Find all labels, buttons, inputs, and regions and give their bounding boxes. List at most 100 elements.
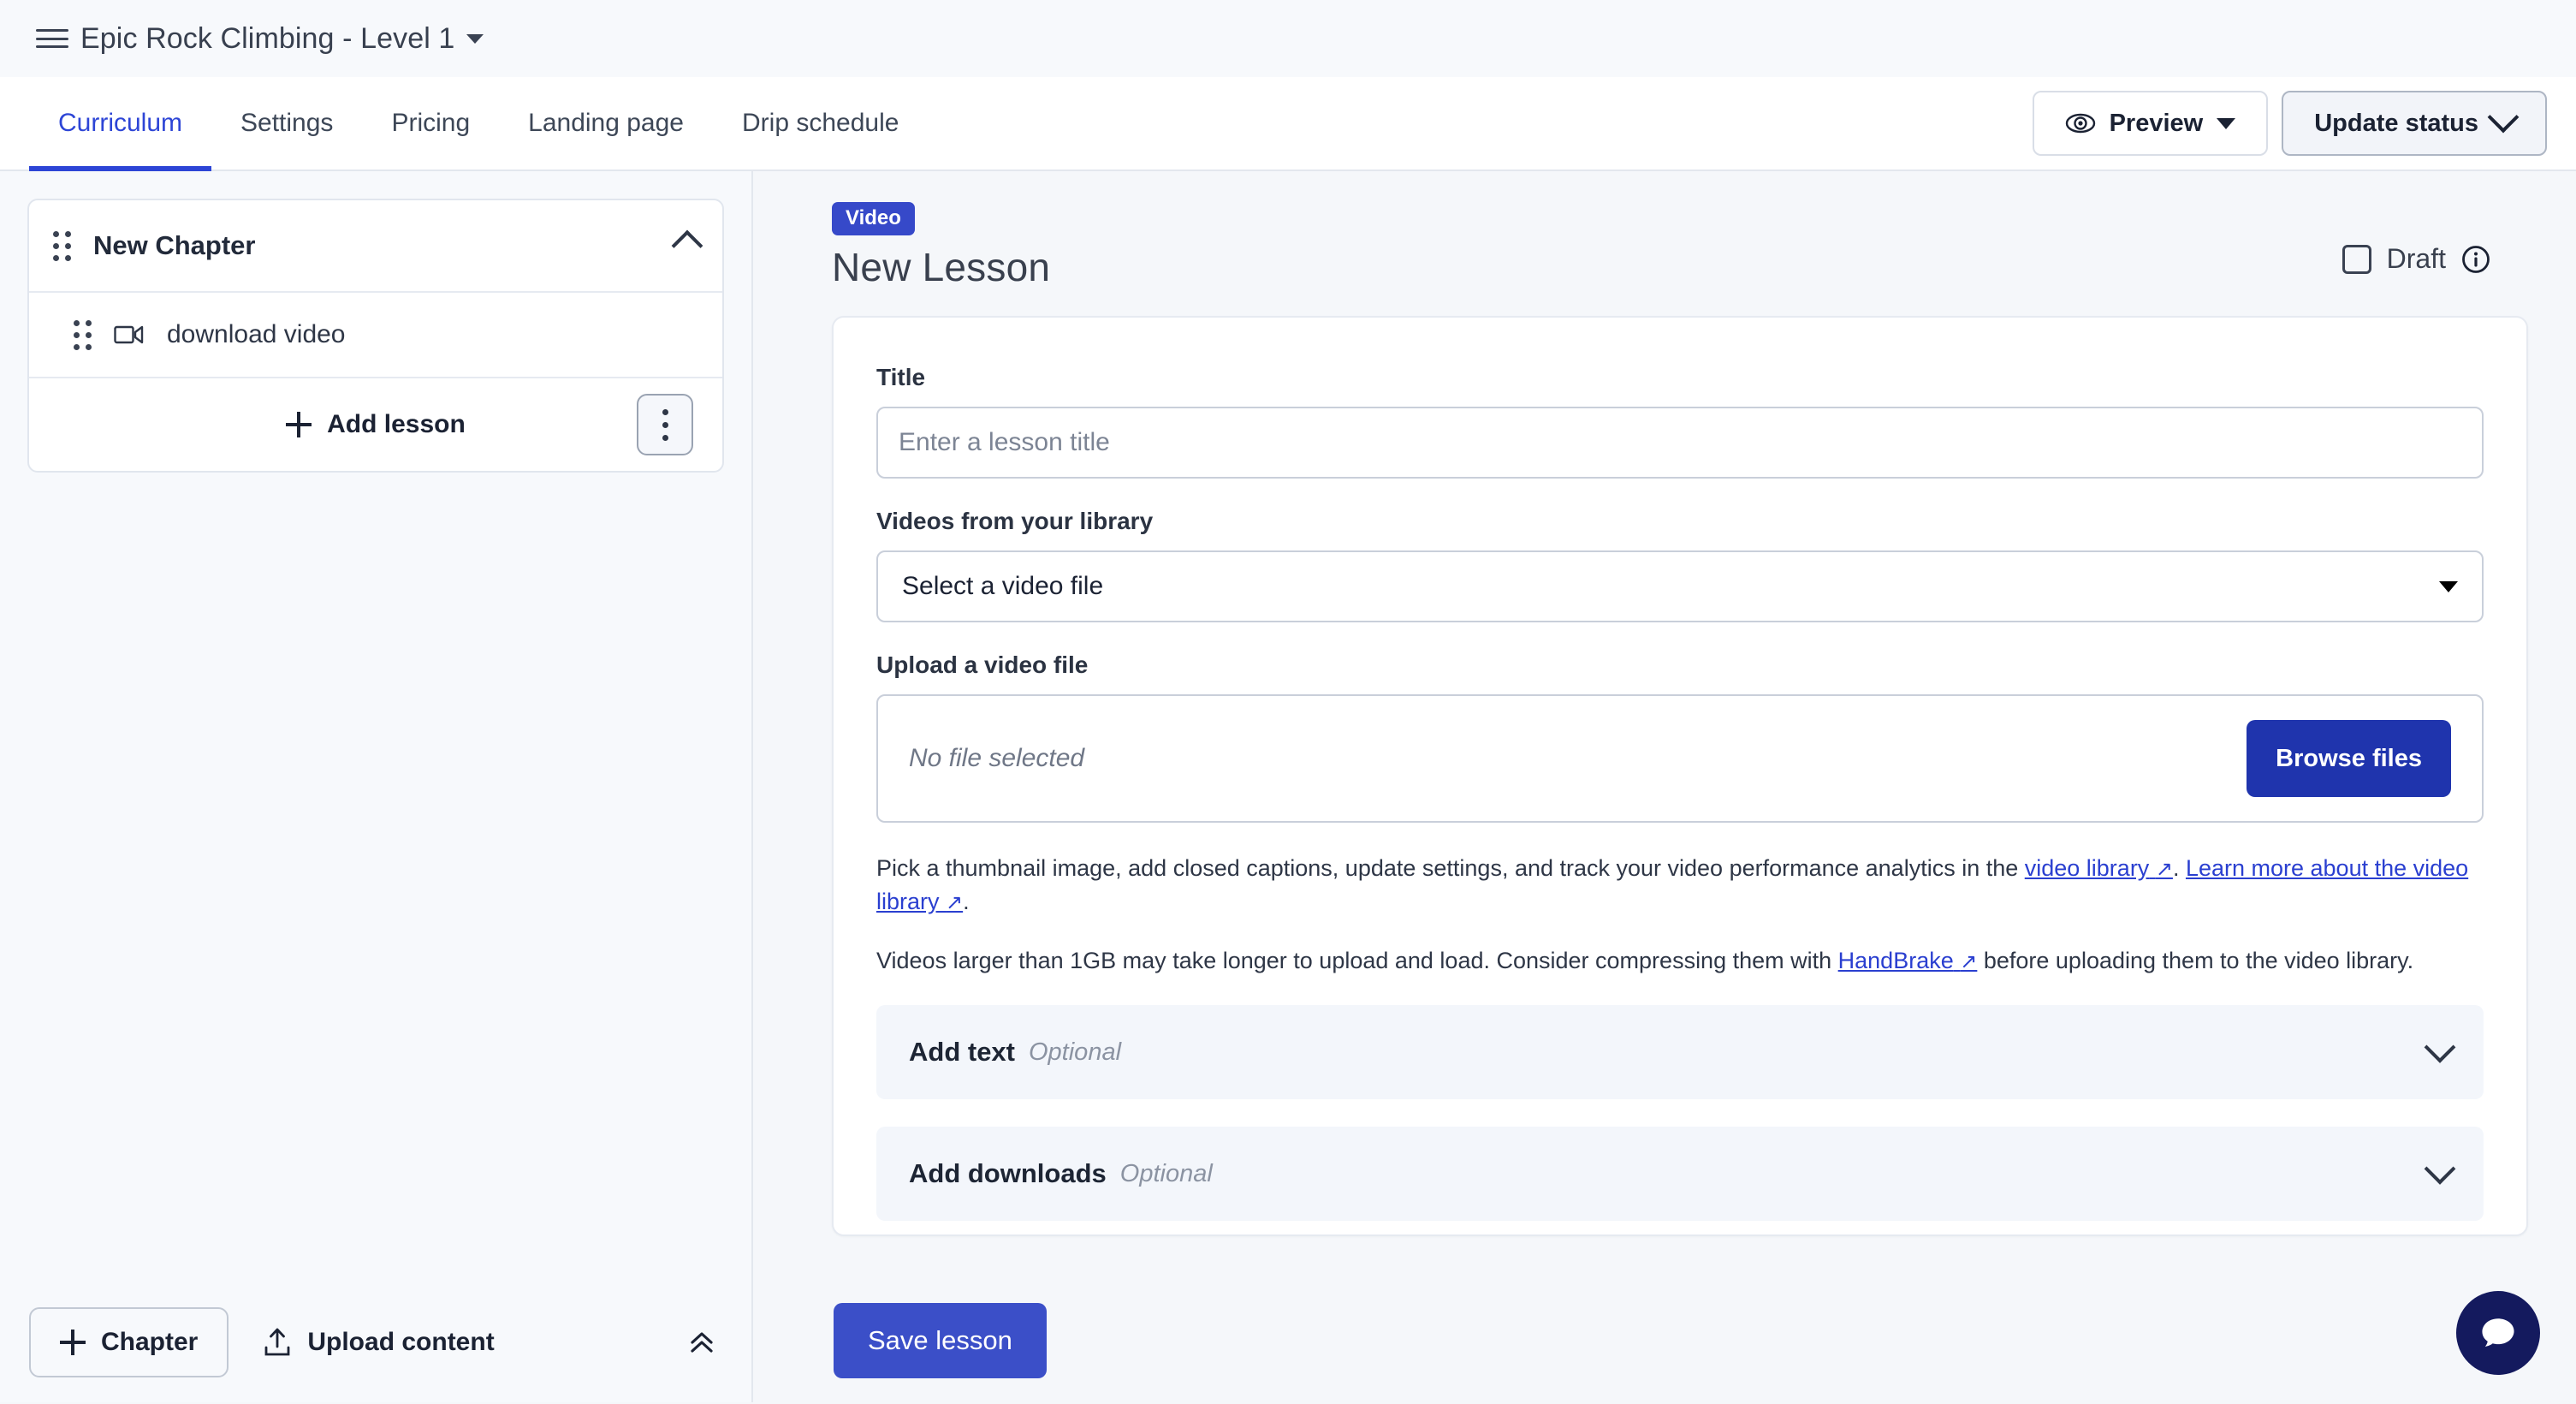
add-chapter-button[interactable]: Chapter	[29, 1307, 229, 1377]
course-title: Epic Rock Climbing - Level 1	[80, 21, 455, 55]
learn-more-link-label: Learn more about the video library	[876, 855, 2469, 915]
helper-text-1a: Pick a thumbnail image, add closed capti…	[876, 855, 2025, 881]
update-status-button[interactable]: Update status	[2282, 91, 2547, 156]
draft-label: Draft	[2386, 243, 2446, 274]
chat-bubble-icon	[2482, 1318, 2514, 1347]
chapter-title: New Chapter	[93, 230, 256, 260]
tab-settings[interactable]: Settings	[211, 77, 362, 170]
helper-text-compression: Videos larger than 1GB may take longer t…	[876, 944, 2484, 978]
lesson-form-card: Title Videos from your library Select a …	[832, 316, 2528, 1236]
more-vertical-icon[interactable]	[637, 394, 693, 455]
chapter-card: New Chapter download video	[27, 199, 724, 473]
accordion-add-downloads[interactable]: Add downloads Optional	[876, 1127, 2484, 1222]
upload-content-button[interactable]: Upload content	[263, 1327, 495, 1358]
chevron-down-icon	[2424, 1153, 2456, 1186]
tab-pricing[interactable]: Pricing	[362, 77, 499, 170]
external-link-icon: ↗	[1960, 950, 1978, 974]
helper-text-1c: .	[963, 889, 970, 915]
curriculum-sidebar: New Chapter download video	[0, 171, 753, 1402]
no-file-text: No file selected	[909, 744, 1085, 772]
handbrake-link[interactable]: HandBrake ↗	[1838, 948, 1978, 973]
bottom-action-bar: Save lesson	[755, 1277, 2576, 1404]
upload-icon	[264, 1328, 290, 1356]
hamburger-icon[interactable]	[36, 26, 68, 51]
upload-content-label: Upload content	[307, 1328, 495, 1356]
helper-text-2b: before uploading them to the video libra…	[1977, 948, 2414, 974]
accordion-optional-label: Optional	[1119, 1159, 1213, 1187]
accordion-add-text[interactable]: Add text Optional	[876, 1005, 2484, 1100]
tab-list: Curriculum Settings Pricing Landing page…	[0, 77, 928, 171]
preview-label: Preview	[2109, 109, 2204, 137]
video-library-link[interactable]: video library ↗	[2025, 855, 2173, 881]
video-library-label: Videos from your library	[876, 508, 1154, 534]
helper-text-video-library: Pick a thumbnail image, add closed capti…	[876, 852, 2484, 919]
tab-label: Pricing	[391, 109, 471, 137]
save-lesson-button[interactable]: Save lesson	[834, 1303, 1047, 1378]
info-circle-icon[interactable]	[2461, 245, 2490, 274]
lesson-header: Video New Lesson Draft	[832, 202, 2528, 290]
caret-down-icon	[2439, 580, 2458, 592]
chevrons-up-icon[interactable]	[681, 1322, 722, 1363]
chevron-down-icon	[2424, 1032, 2456, 1064]
chat-widget-button[interactable]	[2456, 1291, 2540, 1375]
drag-handle-icon[interactable]	[53, 230, 71, 261]
add-chapter-label: Chapter	[101, 1328, 199, 1356]
tab-curriculum[interactable]: Curriculum	[29, 77, 212, 171]
tab-label: Drip schedule	[742, 109, 899, 137]
lesson-title: download video	[167, 320, 346, 348]
accordion-title: Add text	[909, 1037, 1015, 1068]
caret-down-icon	[466, 33, 484, 44]
plus-icon	[286, 412, 312, 437]
video-library-link-label: video library	[2024, 855, 2150, 881]
tab-label: Settings	[240, 109, 334, 137]
add-lesson-label: Add lesson	[327, 410, 466, 438]
update-status-label: Update status	[2314, 109, 2478, 137]
lesson-header-left: Video New Lesson	[832, 202, 2342, 290]
eye-icon	[2065, 113, 2095, 134]
course-title-dropdown[interactable]: Epic Rock Climbing - Level 1	[80, 22, 484, 56]
draft-checkbox[interactable]	[2342, 244, 2371, 274]
drag-handle-icon[interactable]	[74, 319, 92, 350]
chevron-up-icon[interactable]	[671, 229, 703, 262]
chapter-list: New Chapter download video	[0, 171, 751, 1282]
accordion-optional-label: Optional	[1029, 1038, 1122, 1066]
chapter-header[interactable]: New Chapter	[29, 200, 722, 291]
browse-files-button[interactable]: Browse files	[2247, 720, 2451, 797]
accordion-title: Add downloads	[909, 1158, 1107, 1189]
preview-button[interactable]: Preview	[2032, 91, 2269, 156]
helper-text-1b: .	[2172, 855, 2186, 881]
header-actions: Preview Update status	[2032, 77, 2576, 170]
tab-label: Curriculum	[58, 109, 183, 137]
video-camera-icon	[114, 325, 144, 344]
title-label: Title	[876, 364, 926, 390]
learn-more-video-library-link[interactable]: Learn more about the video library ↗	[876, 855, 2468, 914]
upload-field-block: Upload a video file No file selected Bro…	[876, 651, 2484, 823]
video-library-selected-value: Select a video file	[902, 572, 1104, 600]
tab-drip-schedule[interactable]: Drip schedule	[713, 77, 928, 170]
external-link-icon: ↗	[946, 891, 964, 915]
lesson-row[interactable]: download video	[29, 291, 722, 377]
upload-dropzone[interactable]: No file selected Browse files	[876, 694, 2484, 823]
caret-down-icon	[2217, 117, 2236, 129]
sidebar-footer: Chapter Upload content	[0, 1282, 751, 1402]
add-lesson-row: Add lesson	[29, 377, 722, 471]
add-lesson-button[interactable]: Add lesson	[286, 410, 466, 439]
title-field-block: Title	[876, 364, 2484, 479]
draft-toggle[interactable]: Draft	[2342, 243, 2490, 275]
upload-label: Upload a video file	[876, 651, 1089, 678]
chevron-down-icon	[2487, 101, 2520, 134]
title-input[interactable]	[876, 407, 2484, 479]
plus-icon	[60, 1330, 86, 1355]
tab-bar: Curriculum Settings Pricing Landing page…	[0, 77, 2576, 171]
top-bar: Epic Rock Climbing - Level 1	[0, 0, 2576, 77]
tab-landing-page[interactable]: Landing page	[499, 77, 713, 170]
lesson-type-badge: Video	[832, 202, 915, 235]
body: New Chapter download video	[0, 171, 2576, 1402]
lesson-editor: Video New Lesson Draft Title Videos from…	[753, 171, 2576, 1402]
page-title: New Lesson	[832, 245, 1051, 289]
tab-label: Landing page	[528, 109, 684, 137]
handbrake-link-label: HandBrake	[1837, 948, 1954, 974]
video-library-select[interactable]: Select a video file	[876, 550, 2484, 622]
video-library-field-block: Videos from your library Select a video …	[876, 508, 2484, 622]
helper-text-2a: Videos larger than 1GB may take longer t…	[876, 948, 1838, 974]
